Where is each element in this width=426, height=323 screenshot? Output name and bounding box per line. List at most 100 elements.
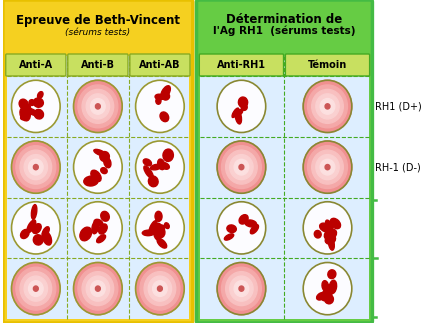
Circle shape bbox=[95, 286, 100, 291]
Text: (sérums tests): (sérums tests) bbox=[65, 27, 130, 36]
Ellipse shape bbox=[239, 215, 248, 224]
Ellipse shape bbox=[329, 280, 337, 294]
Circle shape bbox=[226, 272, 257, 306]
Ellipse shape bbox=[43, 227, 49, 236]
Circle shape bbox=[135, 141, 184, 193]
Ellipse shape bbox=[91, 170, 101, 182]
FancyBboxPatch shape bbox=[68, 54, 128, 76]
Circle shape bbox=[222, 146, 262, 189]
FancyBboxPatch shape bbox=[200, 56, 368, 319]
Circle shape bbox=[20, 272, 52, 306]
Ellipse shape bbox=[101, 168, 107, 174]
Circle shape bbox=[12, 80, 60, 132]
Ellipse shape bbox=[94, 149, 106, 156]
Circle shape bbox=[312, 150, 343, 184]
Circle shape bbox=[74, 141, 122, 193]
Ellipse shape bbox=[100, 151, 109, 162]
Circle shape bbox=[217, 202, 266, 254]
Circle shape bbox=[226, 150, 257, 184]
Text: l'Ag RH1  (sérums tests): l'Ag RH1 (sérums tests) bbox=[213, 26, 356, 36]
Circle shape bbox=[135, 202, 184, 254]
Ellipse shape bbox=[324, 294, 334, 304]
Ellipse shape bbox=[34, 109, 43, 119]
Ellipse shape bbox=[144, 166, 153, 179]
Circle shape bbox=[140, 267, 180, 310]
Circle shape bbox=[135, 141, 184, 193]
Ellipse shape bbox=[153, 223, 161, 233]
Circle shape bbox=[74, 202, 122, 254]
Circle shape bbox=[217, 263, 266, 315]
Circle shape bbox=[24, 155, 48, 180]
Circle shape bbox=[230, 276, 253, 301]
Ellipse shape bbox=[163, 93, 170, 100]
Ellipse shape bbox=[149, 221, 157, 233]
Text: Témoin: Témoin bbox=[308, 60, 347, 70]
Ellipse shape bbox=[155, 94, 164, 100]
Ellipse shape bbox=[328, 270, 336, 279]
Circle shape bbox=[320, 99, 335, 114]
Circle shape bbox=[153, 281, 167, 297]
Ellipse shape bbox=[241, 104, 247, 110]
FancyBboxPatch shape bbox=[196, 0, 372, 323]
Ellipse shape bbox=[153, 224, 165, 238]
Ellipse shape bbox=[37, 92, 43, 99]
Circle shape bbox=[95, 104, 100, 109]
Ellipse shape bbox=[325, 286, 333, 300]
Circle shape bbox=[20, 150, 52, 184]
Circle shape bbox=[222, 267, 262, 310]
Circle shape bbox=[135, 80, 184, 132]
Text: Epreuve de Beth-Vincent: Epreuve de Beth-Vincent bbox=[16, 14, 180, 26]
Ellipse shape bbox=[97, 235, 106, 243]
Circle shape bbox=[308, 85, 348, 128]
Circle shape bbox=[230, 155, 253, 180]
Circle shape bbox=[82, 272, 114, 306]
Circle shape bbox=[33, 286, 38, 291]
Ellipse shape bbox=[32, 204, 37, 219]
Ellipse shape bbox=[32, 224, 41, 234]
FancyBboxPatch shape bbox=[285, 54, 370, 76]
Ellipse shape bbox=[328, 237, 334, 250]
Circle shape bbox=[239, 164, 244, 170]
Ellipse shape bbox=[33, 235, 43, 245]
Circle shape bbox=[24, 276, 48, 301]
Circle shape bbox=[158, 286, 162, 291]
Circle shape bbox=[217, 202, 266, 254]
Circle shape bbox=[308, 146, 348, 189]
Circle shape bbox=[12, 141, 60, 193]
Ellipse shape bbox=[150, 164, 161, 170]
Ellipse shape bbox=[160, 112, 169, 122]
Circle shape bbox=[325, 104, 330, 109]
Circle shape bbox=[33, 164, 38, 170]
Ellipse shape bbox=[20, 107, 30, 121]
Ellipse shape bbox=[143, 159, 152, 166]
Ellipse shape bbox=[233, 109, 243, 116]
Circle shape bbox=[234, 159, 249, 175]
Ellipse shape bbox=[26, 104, 31, 118]
Ellipse shape bbox=[225, 234, 234, 240]
Circle shape bbox=[78, 267, 118, 310]
Ellipse shape bbox=[227, 225, 236, 233]
Ellipse shape bbox=[42, 231, 52, 245]
Text: Anti-AB: Anti-AB bbox=[139, 60, 181, 70]
Ellipse shape bbox=[161, 86, 170, 99]
Circle shape bbox=[239, 286, 244, 291]
Circle shape bbox=[86, 276, 109, 301]
Ellipse shape bbox=[323, 288, 333, 296]
Circle shape bbox=[217, 80, 266, 132]
Circle shape bbox=[303, 263, 352, 315]
Ellipse shape bbox=[325, 235, 336, 244]
Circle shape bbox=[74, 80, 122, 132]
Ellipse shape bbox=[142, 230, 154, 236]
Circle shape bbox=[135, 263, 184, 315]
Circle shape bbox=[325, 164, 330, 170]
Ellipse shape bbox=[250, 224, 259, 234]
Ellipse shape bbox=[239, 97, 248, 108]
Text: Anti-RH1: Anti-RH1 bbox=[217, 60, 266, 70]
Circle shape bbox=[12, 263, 60, 315]
Ellipse shape bbox=[314, 230, 321, 238]
Ellipse shape bbox=[29, 100, 35, 106]
FancyBboxPatch shape bbox=[199, 54, 284, 76]
FancyBboxPatch shape bbox=[3, 0, 193, 323]
Ellipse shape bbox=[232, 108, 239, 118]
Ellipse shape bbox=[157, 238, 167, 248]
